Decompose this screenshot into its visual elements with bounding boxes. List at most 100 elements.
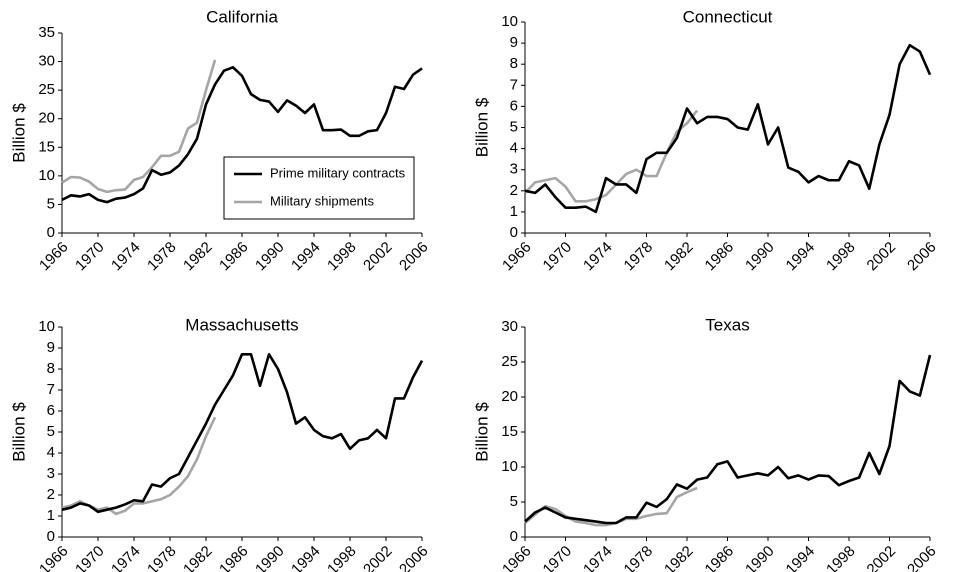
x-tick-label: 1994 xyxy=(783,239,819,275)
x-tick-label: 2006 xyxy=(904,543,940,572)
x-tick-label: 2002 xyxy=(864,543,900,572)
y-axis-label: Billion $ xyxy=(472,402,491,462)
x-tick-label: 1978 xyxy=(144,239,180,275)
y-axis-label: Billion $ xyxy=(472,97,491,157)
x-tick-label: 1970 xyxy=(72,239,108,275)
y-tick-label: 30 xyxy=(38,53,55,70)
x-tick-label: 1970 xyxy=(72,543,108,572)
x-tick-label: 1966 xyxy=(36,543,72,572)
y-tick-label: 0 xyxy=(510,528,518,545)
x-tick-label: 1966 xyxy=(499,239,535,275)
y-tick-label: 20 xyxy=(501,388,518,405)
panel-title: California xyxy=(206,7,278,26)
y-tick-label: 5 xyxy=(47,195,55,212)
panel: Connecticut Billion $ 0 1 2 3 4 5 6 7 8 9 10 1966 1970… xyxy=(472,7,939,274)
y-tick-label: 0 xyxy=(47,224,55,241)
x-tick-label: 1986 xyxy=(216,239,252,275)
y-tick-label: 10 xyxy=(38,318,55,335)
panel-title: Connecticut xyxy=(683,7,773,26)
x-tick-label: 1966 xyxy=(499,543,535,572)
x-tick-label: 1982 xyxy=(661,239,697,275)
x-tick-label: 1998 xyxy=(823,543,859,572)
y-axis-label: Billion $ xyxy=(9,103,28,163)
y-tick-label: 4 xyxy=(510,140,518,157)
y-tick-label: 25 xyxy=(501,353,518,370)
series-line xyxy=(61,65,423,204)
legend-label: Prime military contracts xyxy=(270,165,406,180)
x-tick-label: 1978 xyxy=(144,543,180,572)
panel-title: Massachusetts xyxy=(185,315,298,334)
y-tick-label: 1 xyxy=(510,203,518,220)
x-tick-label: 1994 xyxy=(288,543,324,572)
x-tick-label: 1998 xyxy=(324,543,360,572)
x-tick-label: 1986 xyxy=(216,543,252,572)
x-tick-label: 1974 xyxy=(580,543,616,572)
y-tick-label: 5 xyxy=(510,118,518,135)
y-tick-label: 7 xyxy=(47,381,55,398)
x-tick-label: 1970 xyxy=(540,543,576,572)
x-tick-label: 1998 xyxy=(823,239,859,275)
x-tick-label: 1994 xyxy=(288,239,324,275)
x-tick-label: 2002 xyxy=(360,543,396,572)
y-tick-label: 25 xyxy=(38,81,55,98)
y-tick-label: 9 xyxy=(510,34,518,51)
x-tick-label: 1978 xyxy=(621,543,657,572)
x-tick-label: 1986 xyxy=(702,543,738,572)
legend-label: Military shipments xyxy=(270,193,375,208)
x-tick-label: 1990 xyxy=(252,543,288,572)
series-line xyxy=(61,353,424,514)
y-tick-label: 5 xyxy=(47,423,55,440)
y-tick-label: 4 xyxy=(47,444,55,461)
x-tick-label: 1982 xyxy=(661,543,697,572)
legend-box xyxy=(223,156,415,220)
series-line xyxy=(524,354,932,525)
x-tick-label: 1978 xyxy=(621,239,657,275)
y-axis-label: Billion $ xyxy=(9,402,28,462)
y-tick-label: 10 xyxy=(501,13,518,30)
x-tick-label: 1970 xyxy=(540,239,576,275)
x-tick-label: 1990 xyxy=(742,543,778,572)
y-tick-label: 1 xyxy=(47,507,55,524)
x-tick-label: 2006 xyxy=(396,543,432,572)
y-tick-label: 20 xyxy=(38,110,55,127)
x-tick-label: 1982 xyxy=(180,239,216,275)
x-tick-label: 1990 xyxy=(742,239,778,275)
y-tick-label: 15 xyxy=(38,138,55,155)
y-tick-label: 2 xyxy=(510,182,518,199)
x-tick-label: 1998 xyxy=(324,239,360,275)
y-tick-label: 0 xyxy=(47,528,55,545)
y-tick-label: 8 xyxy=(47,360,55,377)
y-tick-label: 3 xyxy=(47,465,55,482)
x-tick-label: 1966 xyxy=(36,239,72,275)
y-tick-label: 6 xyxy=(510,97,518,114)
series-line xyxy=(61,59,217,194)
y-tick-label: 9 xyxy=(47,339,55,356)
y-tick-label: 10 xyxy=(501,458,518,475)
x-tick-label: 1982 xyxy=(180,543,216,572)
y-tick-label: 7 xyxy=(510,76,518,93)
y-tick-label: 2 xyxy=(47,486,55,503)
series-line xyxy=(524,43,932,214)
y-tick-label: 10 xyxy=(38,167,55,184)
series-line xyxy=(61,416,217,516)
x-tick-label: 1974 xyxy=(108,543,144,572)
x-tick-label: 2002 xyxy=(864,239,900,275)
x-tick-label: 2006 xyxy=(904,239,940,275)
x-tick-label: 1994 xyxy=(783,543,819,572)
x-tick-label: 1986 xyxy=(702,239,738,275)
y-tick-label: 8 xyxy=(510,55,518,72)
x-tick-label: 2006 xyxy=(396,239,432,275)
x-tick-label: 1974 xyxy=(580,239,616,275)
y-tick-label: 30 xyxy=(501,318,518,335)
y-tick-label: 3 xyxy=(510,161,518,178)
y-tick-label: 35 xyxy=(38,24,55,41)
y-tick-label: 6 xyxy=(47,402,55,419)
x-tick-label: 2002 xyxy=(360,239,396,275)
x-tick-label: 1974 xyxy=(108,239,144,275)
panel-title: Texas xyxy=(705,315,749,334)
y-tick-label: 15 xyxy=(501,423,518,440)
